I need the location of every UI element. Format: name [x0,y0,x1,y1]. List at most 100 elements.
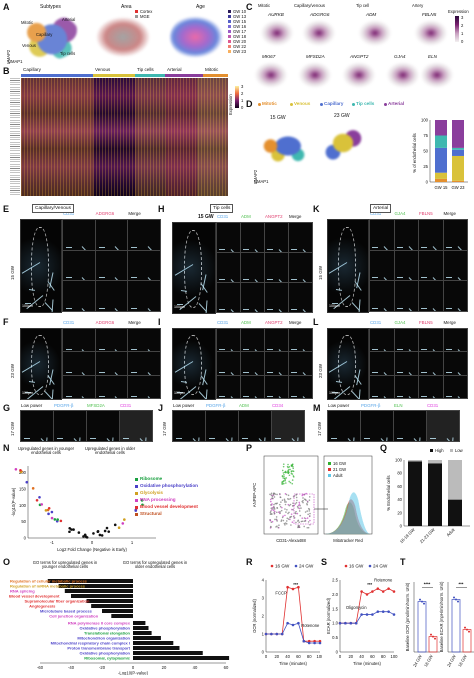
channel-label: ANGPT2 [265,214,283,219]
vessel-signal [242,438,249,439]
legend-age-item: GW 13 [233,14,247,19]
vessel-signal [267,309,274,311]
q-ytick: 20 [397,510,402,515]
vessel-signal [230,395,239,398]
flow-event [295,501,298,504]
legend-age-item: GW 17 [233,29,247,34]
flow-event [290,513,293,515]
flow-event [309,515,311,517]
flow-event [276,520,278,522]
vessel-signal [430,438,437,439]
feature-umap [412,18,450,48]
flow-event [291,463,294,465]
flow-event [269,510,272,513]
flow-event [288,498,290,501]
go-bar-left [111,614,133,618]
flow-event [285,477,288,479]
channel-thumbnail [393,219,419,251]
channel-label: Low power [173,403,195,408]
vessel-signal [291,309,298,311]
vessel-signal [408,395,417,398]
flow-event [291,482,294,485]
legend-swatch-age [228,15,231,18]
volcano-xtick: -1 [50,540,54,545]
volcano-point [117,526,121,529]
volcano-point [47,512,50,516]
feature-gene-bottom: GJA4 [394,54,406,59]
baseline-point [421,600,423,603]
go-bar-right [133,641,174,645]
flow-event [282,519,285,522]
time-series-point [280,632,284,636]
flow-event [287,469,289,472]
time-series-point [297,621,300,625]
flow-event [277,511,280,513]
flow-scatter-frame [263,455,319,535]
channel-thumbnail [216,222,241,253]
vessel-signal [384,437,388,441]
channel-label: FBLN5 [419,211,433,216]
flow-event [297,520,299,522]
flow-event [282,472,285,474]
tissue-outline [338,334,356,396]
vessel-signal [200,375,208,386]
vessel-signal [143,437,147,441]
volcano-point [92,532,95,535]
vessel-signal [432,395,442,398]
proportion-bar-segment [452,149,464,156]
vessel-signal [331,438,338,439]
ts-xtick: 60 [370,654,375,659]
go-term-left: Supramolecular fiber organization [25,599,90,604]
channel-thumbnail [20,410,54,442]
volcano-legend-swatch [135,499,138,502]
vessel-signal [383,307,393,311]
channel-thumbnail [288,374,313,399]
umap-title-area: Area [121,4,132,10]
ts-xtick: 100 [317,654,323,659]
vessel-signal [243,372,250,374]
time-series-point [286,621,289,625]
flow-event [299,514,302,517]
vessel-signal [243,349,250,351]
panel-label-k: K [313,204,320,214]
vessel-signal [291,249,298,251]
ocr-plot: 0 20 40 60 80 100 0 1 2 3 4 Time (minutes) OCR (norm… [252,564,323,667]
ts-annot-2: Rotenone [301,623,320,628]
channel-thumbnail [442,351,468,376]
vessel-signal [180,381,187,383]
vessel-signal [335,381,342,383]
flow-event [273,506,275,508]
velocity-legend-label: Mitotic [262,101,277,106]
flow-event [269,513,272,516]
ts-legend-24: 24 GW [373,564,388,569]
go-term-left: Angiogenesis [29,604,56,609]
scale-bar-label: 100μm [174,305,186,309]
flow-event [269,493,271,496]
baseline-xlabel: 16 GW [423,654,434,668]
feature-header-mitotic: Mitotic [258,3,271,8]
channel-thumbnail [94,374,129,399]
volcano-legend-swatch [135,485,138,488]
vessel-signal [445,395,452,397]
volcano-point [70,528,73,531]
flow-event [288,480,290,483]
ts-ytick: 2.5 [332,578,338,583]
channel-thumbnail [127,328,161,353]
volcano-legend-label: Structural [140,511,162,516]
channel-label: ADGRG6 [95,211,115,216]
flow-event [309,512,311,515]
panel-label-g: G [3,403,11,413]
legend-swatch-age [228,30,231,33]
scale-bar-label: 100μm [22,304,34,308]
q-bar-high [428,463,442,526]
channel-label: ADM [241,214,251,219]
feature-gene-bottom: MKI67 [262,54,276,59]
flow-event [292,475,295,477]
flow-event [276,493,278,496]
channel-thumbnail [418,351,444,376]
baseline-xlabel: 24 GW [412,654,423,668]
channel-label: CD31 [217,320,229,325]
tissue-outline [183,334,203,396]
q-legend-high: High [435,448,444,453]
panel-label-q: Q [380,443,388,453]
